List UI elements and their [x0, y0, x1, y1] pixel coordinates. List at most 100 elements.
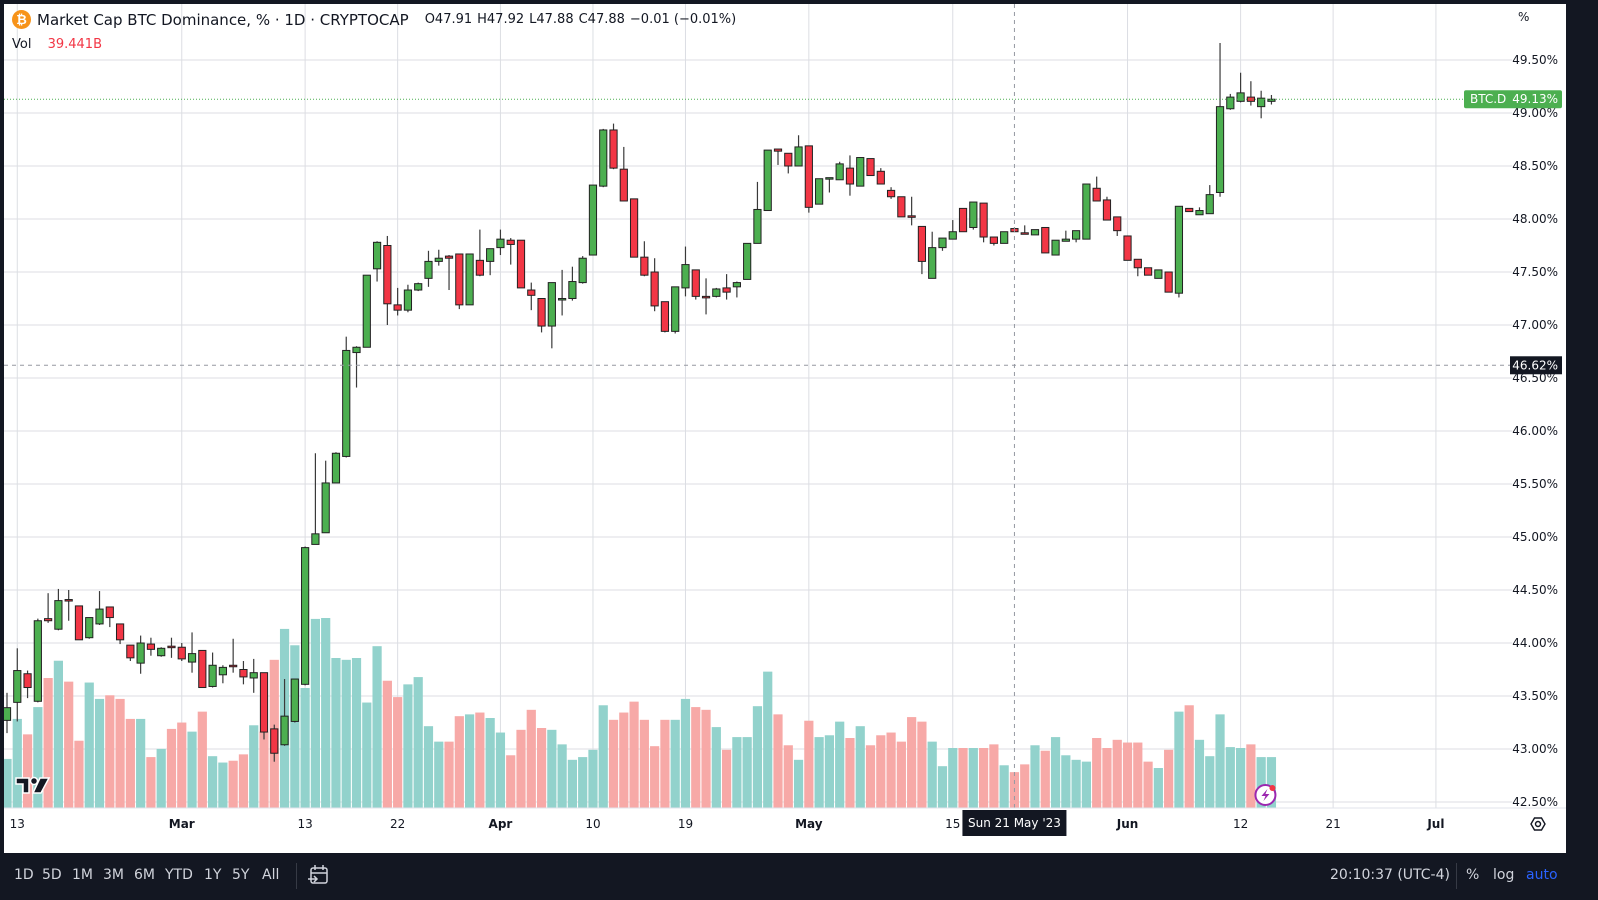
volume-bar — [927, 741, 937, 808]
candle-body — [342, 349, 351, 457]
volume-bar — [1030, 745, 1040, 808]
candle-body — [1041, 226, 1050, 254]
candle-body — [126, 644, 135, 659]
volume-bar — [670, 719, 680, 808]
volume-bar — [341, 659, 351, 808]
range-button-1d[interactable]: 1D — [14, 867, 34, 883]
time-axis-label: 13 — [297, 817, 312, 831]
candle-body — [280, 715, 289, 746]
candle-body — [1123, 235, 1132, 261]
candle-body — [136, 642, 145, 664]
candle-body — [1164, 271, 1173, 293]
volume-bar — [4, 758, 12, 808]
volume-bar — [1133, 742, 1143, 808]
candle-body — [1154, 269, 1163, 279]
candlestick-chart[interactable]: 42.50% 43.00% 43.50% 44.00% 44.50% 45.00% 45.5… — [4, 4, 1566, 853]
candle-body — [681, 264, 690, 289]
percent-scale-toggle[interactable]: % — [1466, 867, 1480, 883]
volume-bar — [259, 731, 269, 808]
candle-body — [414, 283, 423, 291]
volume-bar — [773, 714, 783, 808]
auto-scale-toggle[interactable]: auto — [1526, 867, 1558, 883]
candle-body — [712, 288, 721, 297]
log-scale-toggle[interactable]: log — [1493, 867, 1515, 883]
volume-bar — [177, 722, 187, 808]
volume-bar — [824, 735, 834, 808]
chart-settings-icon[interactable] — [1530, 817, 1546, 831]
volume-bar — [989, 744, 999, 808]
volume-bar — [948, 748, 958, 808]
ohlc-values: O47.91 H47.92 L47.88 C47.88 −0.01 (−0.01… — [425, 12, 737, 27]
axis-unit-label: % — [1518, 10, 1530, 24]
candle-body — [1133, 258, 1142, 269]
candle-body — [506, 239, 515, 245]
volume-bar — [197, 711, 207, 808]
volume-bar — [619, 712, 629, 808]
volume-bar — [146, 757, 156, 808]
candle-body — [434, 257, 443, 262]
volume-bar — [835, 721, 845, 808]
volume-bar — [434, 741, 444, 808]
candle-body — [835, 163, 844, 181]
candle-body — [249, 672, 258, 679]
volume-bar — [557, 744, 567, 808]
volume-bar — [1112, 739, 1122, 808]
candle-body — [208, 664, 217, 687]
candle-body — [650, 271, 659, 307]
candle-body — [372, 241, 382, 270]
volume-bar — [331, 658, 341, 808]
volume-label: Vol — [12, 37, 32, 52]
candle-body — [64, 599, 73, 602]
volume-bar — [732, 737, 742, 808]
volume-bar — [598, 705, 608, 808]
volume-bar — [804, 720, 814, 808]
volume-bar — [485, 718, 495, 808]
price-axis-label: 45.50% — [1512, 477, 1558, 491]
volume-bar — [608, 719, 619, 808]
go-to-date-calendar-icon[interactable] — [306, 863, 332, 889]
candle-body — [815, 178, 824, 205]
volume-bar — [886, 732, 896, 808]
volume-bar — [907, 717, 917, 808]
range-button-5d[interactable]: 5D — [42, 867, 62, 883]
candle-body — [424, 260, 433, 279]
volume-bar — [300, 688, 310, 808]
range-button-5y[interactable]: 5Y — [232, 867, 250, 883]
volume-bar — [454, 716, 464, 808]
range-button-all[interactable]: All — [262, 867, 280, 883]
volume-bar — [218, 762, 228, 808]
range-button-6m[interactable]: 6M — [134, 867, 155, 883]
chart-panel[interactable]: 42.50% 43.00% 43.50% 44.00% 44.50% 45.00% 45.5… — [4, 4, 1566, 853]
candle-body — [948, 231, 957, 240]
volume-bar — [403, 684, 413, 808]
volume-bar — [238, 754, 249, 808]
range-button-ytd[interactable]: YTD — [165, 867, 193, 883]
volume-bar — [650, 746, 660, 808]
symbol-title[interactable]: Market Cap BTC Dominance, % · 1D · CRYPT… — [37, 10, 409, 29]
volume-bar — [1236, 748, 1246, 808]
range-button-1y[interactable]: 1Y — [204, 867, 222, 883]
volume-bar — [896, 741, 906, 808]
volume-bar — [1194, 739, 1205, 808]
candle-body — [691, 269, 700, 297]
candle-body — [311, 533, 320, 545]
lightning-alert-icon[interactable] — [1254, 784, 1277, 806]
last-price-tag — [1464, 90, 1562, 109]
candle-body — [979, 202, 988, 238]
candle-body — [115, 623, 125, 641]
candle-body — [301, 547, 310, 685]
candle-body — [465, 253, 474, 306]
time-axis-label: Jul — [1426, 817, 1444, 831]
candle-body — [1205, 194, 1214, 215]
volume-bar — [979, 748, 989, 808]
range-button-3m[interactable]: 3M — [103, 867, 124, 883]
range-button-1m[interactable]: 1M — [72, 867, 93, 883]
candle-body — [1030, 229, 1040, 236]
time-axis-label: 12 — [1233, 817, 1248, 831]
candle-body — [218, 666, 227, 676]
price-axis-label: 47.50% — [1512, 265, 1558, 279]
volume-bar — [321, 618, 331, 808]
candle-body — [619, 168, 628, 202]
candle-body — [486, 248, 495, 262]
volume-bar — [310, 618, 320, 808]
